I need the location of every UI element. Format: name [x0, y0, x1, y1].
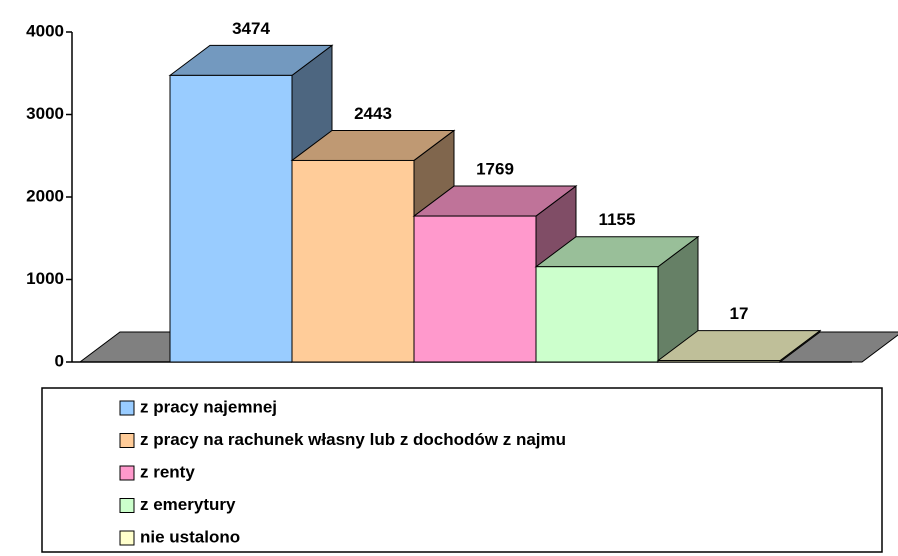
legend-label: z pracy na rachunek własny lub z dochodó… [140, 430, 566, 449]
bar [291, 159, 415, 363]
legend-swatch [119, 400, 135, 416]
legend-swatch [119, 530, 135, 546]
data-label: 2443 [354, 104, 392, 123]
legend-label: z emerytury [140, 495, 236, 514]
y-tick-label: 2000 [26, 186, 64, 205]
y-tick-label: 3000 [26, 104, 64, 123]
legend-label: nie ustalono [140, 527, 240, 546]
legend-label: z pracy najemnej [140, 397, 277, 416]
y-tick-label: 4000 [26, 21, 64, 40]
legend-label: z renty [140, 462, 195, 481]
legend-swatch [119, 433, 135, 448]
y-tick-label: 0 [55, 351, 64, 370]
data-label: 3474 [232, 19, 270, 38]
legend-swatch [119, 498, 135, 513]
data-label: 17 [730, 304, 749, 323]
bar [657, 360, 781, 363]
bar [169, 74, 293, 363]
bar [535, 266, 659, 363]
data-label: 1769 [476, 160, 514, 179]
y-tick-label: 1000 [26, 269, 64, 288]
data-label: 1155 [599, 210, 636, 229]
bar [413, 215, 537, 363]
legend-box [41, 387, 883, 553]
legend-swatch [119, 465, 135, 481]
